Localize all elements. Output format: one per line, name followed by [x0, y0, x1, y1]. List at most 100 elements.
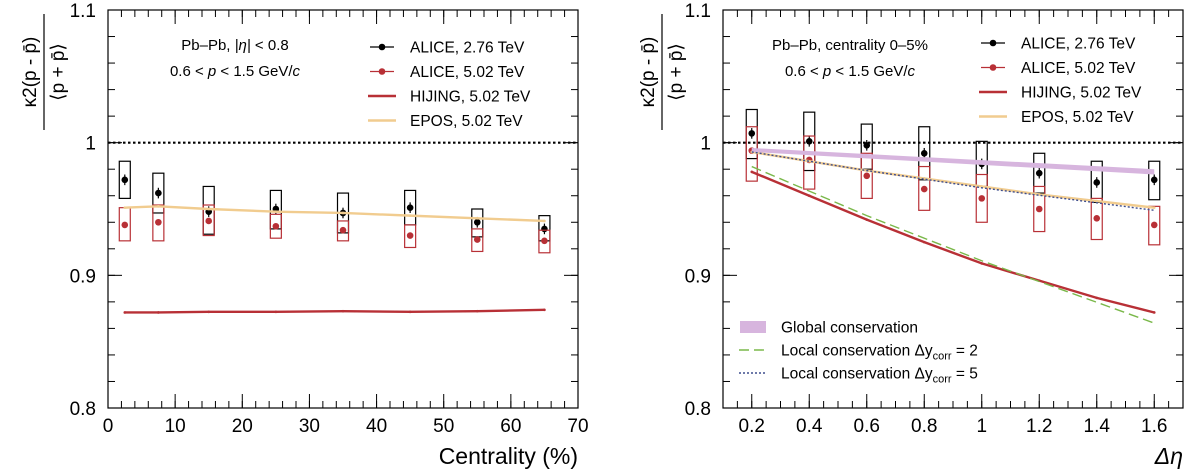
data-point — [863, 172, 871, 180]
x-tick-label: 1 — [976, 416, 987, 437]
data-point — [473, 236, 481, 243]
line-point — [408, 310, 412, 314]
x-tick-label: 0 — [103, 416, 114, 437]
data-point — [541, 237, 548, 245]
panel-left: 0.8 0.9 1 1.1 0 10 20 30 40 50 60 70 Centrality (%) κ… — [20, 1, 589, 469]
y-tick-label: 0.8 — [70, 399, 96, 420]
data-point — [406, 204, 414, 211]
x-tick-label: 0.8 — [911, 416, 937, 437]
data-point — [121, 176, 129, 184]
line-point — [1095, 296, 1099, 300]
legend-entry: ALICE, 2.76 TeV — [981, 36, 1136, 53]
line-point — [475, 216, 479, 220]
line-point — [274, 310, 278, 314]
line-point — [1095, 199, 1099, 203]
legend-label: HIJING, 5.02 TeV — [1021, 85, 1142, 102]
annotation-text: Pb–Pb, centrality 0–5% — [772, 37, 928, 54]
systematic-box — [269, 213, 282, 239]
data-point — [205, 217, 213, 225]
y-tick-label: 0.9 — [70, 266, 96, 287]
line-point — [408, 214, 412, 217]
legend-marker — [989, 39, 997, 47]
legend-entry: EPOS, 5.02 TeV — [979, 109, 1134, 126]
x-tick-label: 1.4 — [1084, 416, 1111, 437]
legend-marker — [378, 68, 386, 75]
line-point — [1152, 206, 1156, 209]
data-point — [339, 226, 347, 234]
annotation-text: 0.6 < p < 1.5 GeV/c — [785, 63, 916, 80]
legend-entry: Local conservation Δycorr = 5 — [739, 366, 978, 386]
legend-marker — [989, 64, 997, 71]
annotation-text: 0.6 < p < 1.5 GeV/c — [170, 63, 301, 80]
line-point — [1152, 311, 1156, 314]
legend-entry: Global conservation — [740, 320, 918, 337]
y-tick-label: 0.9 — [685, 266, 711, 287]
data-point — [863, 142, 871, 149]
x-axis-title: Centrality (%) — [439, 443, 578, 469]
y-tick-label: 1 — [85, 134, 96, 155]
line-point — [157, 311, 160, 314]
line-point — [341, 309, 345, 313]
y-tick-label: 1 — [700, 134, 711, 155]
data-point — [805, 138, 813, 145]
line-point — [980, 262, 984, 265]
line-point — [207, 207, 211, 211]
x-tick-label: 0.6 — [854, 416, 880, 437]
plot-frame — [107, 9, 579, 409]
legend-entry: HIJING, 5.02 TeV — [979, 85, 1142, 102]
systematic-box — [202, 204, 215, 237]
line-point — [123, 311, 127, 314]
line-point — [1037, 193, 1041, 196]
y-tick-label: 0.8 — [685, 399, 711, 420]
legend: Global conservation Local conservation Δy… — [739, 320, 978, 386]
data-point — [272, 222, 280, 230]
series-global-conservation — [751, 147, 1155, 175]
legend-label: EPOS, 5.02 TeV — [1021, 109, 1134, 126]
band-area — [751, 147, 1155, 175]
legend-entry: EPOS, 5.02 TeV — [368, 113, 523, 130]
legend-label: Local conservation Δycorr = 5 — [781, 366, 978, 386]
data-point — [541, 225, 548, 233]
systematic-box — [404, 224, 417, 249]
annotation-text: Pb–Pb, |η| < 0.8 — [181, 37, 288, 54]
line-point — [274, 210, 278, 213]
x-tick-label: 10 — [165, 416, 186, 437]
data-point — [406, 232, 414, 239]
line-point — [207, 310, 211, 314]
series-alice-2-76-tev — [118, 160, 551, 242]
data-point — [1093, 179, 1101, 186]
y-tick-label: 1.1 — [70, 1, 96, 22]
systematic-box — [918, 126, 931, 181]
x-axis-title: Δη — [1154, 443, 1183, 469]
systematic-box — [860, 123, 873, 170]
systematic-box — [336, 220, 350, 242]
y-axis-denominator: ⟨p + p̄⟩ — [48, 43, 69, 101]
legend-entry: ALICE, 2.76 TeV — [370, 40, 525, 57]
data-point — [473, 218, 481, 226]
data-point — [1093, 214, 1101, 222]
y-axis-denominator: ⟨p + p̄⟩ — [666, 43, 687, 101]
data-point — [121, 221, 129, 229]
systematic-box — [538, 229, 551, 254]
legend-marker — [378, 43, 386, 51]
line-point — [750, 170, 754, 174]
systematic-box — [1148, 205, 1161, 246]
legend-entry: ALICE, 5.02 TeV — [981, 60, 1136, 77]
legend-band — [740, 321, 766, 333]
line-point — [543, 219, 546, 223]
systematic-box — [860, 152, 873, 199]
panel-right: 0.8 0.9 1 1.1 0.2 0.4 0.6 0.8 1 1.2 1.4 1.6 Δη κ2(p -… — [638, 1, 1184, 469]
data-point — [920, 149, 928, 157]
y-axis-numerator: κ2(p - p̄) — [638, 37, 659, 108]
data-point — [748, 130, 756, 137]
systematic-box — [1033, 185, 1046, 233]
systematic-box — [1090, 197, 1103, 241]
legend-label: EPOS, 5.02 TeV — [410, 113, 523, 130]
series-line — [751, 150, 1155, 209]
x-tick-label: 40 — [366, 416, 387, 437]
series-epos-5-02-tev — [123, 205, 546, 223]
systematic-box — [975, 173, 988, 223]
line-point — [475, 309, 479, 313]
systematic-box — [918, 165, 931, 211]
